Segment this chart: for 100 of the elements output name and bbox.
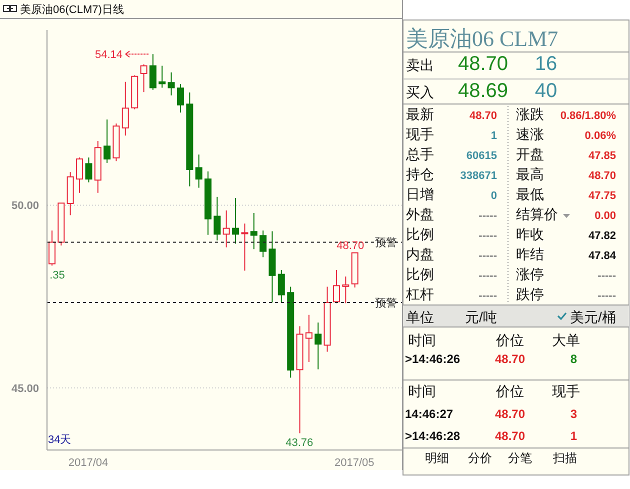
- text: 47.75: [588, 190, 616, 202]
- text: -----: [478, 270, 498, 282]
- ref-line-label: 预警: [375, 237, 397, 250]
- text: 60615: [466, 150, 497, 162]
- text: 元/吨: [465, 309, 497, 325]
- text: 现手: [552, 383, 580, 399]
- candlestick: [186, 92, 194, 187]
- text: 买入: [406, 84, 434, 100]
- text: 0: [490, 190, 497, 202]
- text: 涨停: [516, 266, 544, 282]
- text: 总手: [405, 146, 434, 162]
- candlestick: [314, 322, 322, 370]
- x-tick-label: 2017/04: [68, 456, 108, 469]
- text: 48.70: [588, 170, 616, 182]
- candlestick: [66, 172, 74, 216]
- annotation: .35: [50, 270, 65, 282]
- text: 跌停: [516, 286, 544, 302]
- text: 比例: [406, 266, 434, 282]
- text: 0.06%: [584, 130, 616, 142]
- candlestick: [222, 210, 230, 248]
- text: 外盘: [406, 206, 434, 222]
- candlestick: [268, 230, 276, 303]
- text: 0.00: [594, 210, 616, 222]
- text: 47.82: [588, 230, 616, 242]
- text: 最高: [516, 166, 544, 182]
- annotation: 43.76: [286, 437, 314, 450]
- text: >14:46:26: [405, 352, 460, 366]
- text: 338671: [460, 170, 497, 182]
- text: 48.70: [458, 53, 508, 75]
- text: 结算价: [516, 206, 558, 222]
- text: 内盘: [406, 246, 434, 262]
- annotation: 48.70: [336, 240, 364, 252]
- candlestick: [296, 326, 304, 434]
- text: -----: [478, 250, 498, 262]
- text: -----: [478, 210, 498, 222]
- text: 分笔: [508, 451, 532, 465]
- annotation: 34天: [48, 433, 72, 447]
- text: 时间: [408, 332, 436, 348]
- candlestick: [122, 81, 129, 136]
- candlestick: [232, 198, 240, 244]
- text: 48.70: [494, 429, 526, 443]
- text: 美原油06 CLM7: [406, 26, 558, 51]
- text: 美元/桶: [570, 309, 616, 325]
- candlestick: [195, 154, 202, 188]
- candlestick: [204, 170, 212, 236]
- candlestick: [305, 314, 312, 362]
- candlestick: [241, 223, 248, 272]
- text: 持仓: [406, 166, 434, 182]
- text: 48.69: [458, 80, 508, 102]
- candlestick: [324, 286, 331, 352]
- text: 昨收: [516, 226, 544, 242]
- text: 明细: [425, 451, 449, 465]
- text: 40: [534, 80, 558, 102]
- text: 16: [534, 53, 558, 75]
- candlestick: [287, 286, 294, 378]
- text: 14:46:27: [405, 407, 454, 421]
- text: 开盘: [516, 146, 544, 162]
- text: 日增: [406, 186, 434, 202]
- text: -----: [598, 290, 616, 302]
- text: 涨跌: [516, 106, 544, 122]
- text: 扫描: [552, 451, 577, 465]
- text: 最低: [516, 186, 544, 202]
- text: 0.86/1.80%: [560, 110, 616, 122]
- text: >14:46:28: [405, 429, 460, 443]
- text: 速涨: [516, 126, 544, 142]
- text: -----: [478, 230, 498, 242]
- text: 单位: [406, 309, 434, 325]
- text: -----: [598, 270, 616, 282]
- text: 杠杆: [405, 286, 434, 302]
- text: 现手: [406, 126, 434, 142]
- y-tick-label: 45.00: [11, 382, 39, 395]
- text: 大单: [552, 332, 580, 348]
- candlestick: [250, 212, 258, 250]
- candlestick: [168, 72, 175, 96]
- text: 48.70: [469, 110, 497, 122]
- text: 卖出: [406, 57, 434, 73]
- text: 分价: [468, 451, 492, 465]
- candlestick: [94, 140, 102, 194]
- text: 最新: [406, 106, 434, 122]
- text: 3: [570, 407, 578, 421]
- candlestick: [214, 196, 221, 241]
- text: 昨结: [516, 246, 544, 262]
- text: 时间: [408, 383, 436, 399]
- text: 比例: [406, 226, 434, 242]
- text: 价位: [495, 332, 524, 348]
- candlestick: [342, 276, 350, 304]
- text: 47.85: [588, 150, 616, 162]
- text: -----: [478, 290, 498, 302]
- chart-title: 美原油06(CLM7)日线: [20, 2, 124, 17]
- text: 1: [570, 429, 578, 443]
- text: 47.84: [588, 250, 617, 262]
- text: 1: [490, 130, 497, 142]
- text: 价位: [495, 383, 524, 399]
- text: 48.70: [494, 352, 526, 366]
- y-tick-label: 50.00: [11, 200, 39, 212]
- text: 8: [570, 352, 578, 366]
- annotation: 54.14: [95, 49, 123, 62]
- text: 48.70: [494, 407, 526, 421]
- x-tick-label: 2017/05: [334, 456, 374, 469]
- ref-line-label: 预警: [375, 297, 397, 310]
